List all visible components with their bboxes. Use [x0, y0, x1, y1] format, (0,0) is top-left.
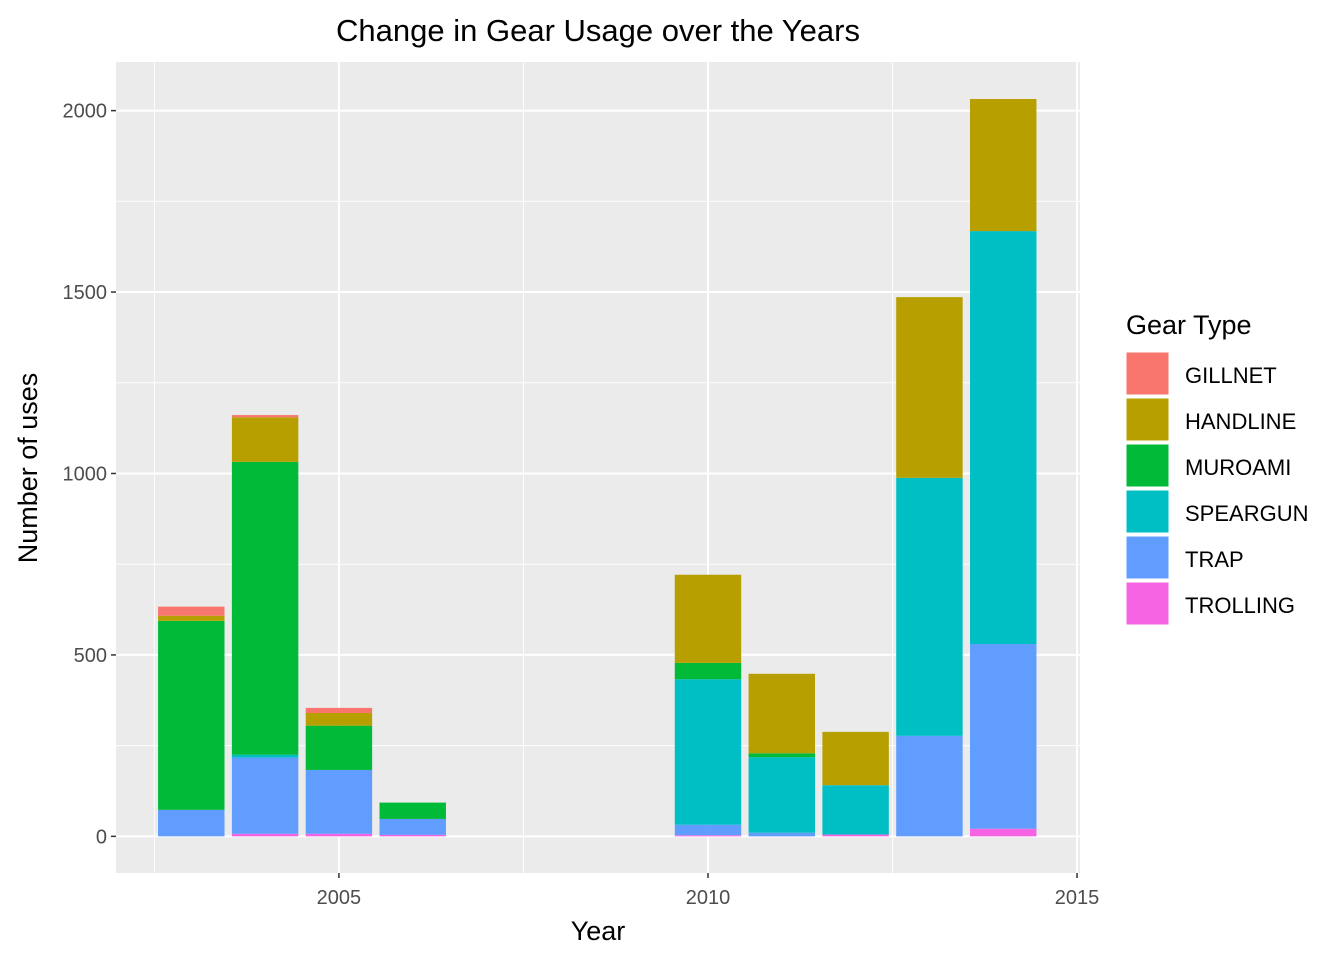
legend-label: GILLNET — [1185, 363, 1277, 388]
legend-key-trolling — [1125, 581, 1170, 626]
bar-muroami-2004 — [231, 461, 299, 755]
bar-trap-2013 — [896, 735, 963, 837]
x-axis-ticks: 2005 2010 2015 — [317, 873, 1100, 909]
bar-trolling-2006 — [379, 834, 446, 837]
bar-trap-2010 — [674, 824, 742, 836]
bar-trap-2006 — [379, 818, 446, 835]
bar-gillnet-2003 — [158, 606, 225, 616]
legend-key-gillnet — [1125, 351, 1170, 396]
bar-muroami-2011 — [748, 753, 816, 758]
legend: GILLNET HANDLINE MUROAMI SPEARGUN TRAP TROLLI… — [1125, 351, 1308, 626]
x-tick-label: 2010 — [686, 887, 731, 909]
bar-trolling-2010 — [674, 835, 742, 837]
bar-muroami-2005 — [305, 725, 373, 770]
y-tick-label: 1000 — [63, 463, 108, 485]
bar-trap-2003 — [158, 809, 225, 837]
bar-muroami-2006 — [379, 802, 446, 819]
bar-handline-2004 — [231, 417, 299, 462]
bar-trap-2014 — [970, 644, 1037, 829]
x-tick-label: 2015 — [1055, 887, 1100, 909]
y-axis-ticks: 0 500 1000 1500 2000 — [63, 101, 116, 848]
bar-handline-2013 — [896, 297, 963, 478]
bar-handline-2005 — [305, 712, 373, 726]
y-tick-label: 0 — [96, 826, 107, 848]
y-tick-label: 2000 — [63, 101, 108, 123]
bar-trolling-2014 — [970, 828, 1037, 837]
bar-speargun-2014 — [970, 231, 1037, 645]
legend-label: HANDLINE — [1185, 409, 1296, 434]
bar-trolling-2004 — [231, 833, 299, 837]
bar-gillnet-2005 — [305, 707, 373, 713]
bar-handline-2014 — [970, 99, 1037, 232]
legend-label: MUROAMI — [1185, 455, 1291, 480]
bar-muroami-2010 — [674, 662, 742, 680]
bar-trap-2004 — [231, 757, 299, 834]
bar-trap-2011 — [748, 832, 816, 837]
bar-speargun-2011 — [748, 757, 816, 833]
y-axis-label: Number of uses — [13, 373, 43, 564]
bar-trolling-2012 — [822, 834, 889, 837]
legend-key-trap — [1125, 535, 1170, 580]
bars — [158, 99, 1037, 837]
bar-gillnet-2004 — [231, 415, 299, 418]
bar-trolling-2005 — [305, 833, 373, 837]
legend-title: Gear Type — [1126, 310, 1252, 340]
bar-speargun-2012 — [822, 785, 889, 835]
legend-key-handline — [1125, 397, 1170, 442]
x-axis-label: Year — [571, 916, 626, 946]
chart-title: Change in Gear Usage over the Years — [336, 13, 860, 48]
bar-speargun-2004 — [231, 754, 299, 758]
y-tick-label: 500 — [74, 645, 107, 667]
bar-handline-2011 — [748, 673, 816, 754]
bar-handline-2010 — [674, 574, 742, 663]
y-tick-label: 1500 — [63, 282, 108, 304]
bar-handline-2003 — [158, 615, 225, 621]
legend-label: TRAP — [1185, 547, 1244, 572]
legend-label: TROLLING — [1185, 593, 1295, 618]
bar-speargun-2010 — [674, 679, 742, 825]
bar-trap-2005 — [305, 769, 373, 834]
bar-handline-2012 — [822, 731, 889, 786]
bar-muroami-2003 — [158, 620, 225, 810]
legend-key-muroami — [1125, 443, 1170, 488]
x-tick-label: 2005 — [317, 887, 362, 909]
legend-key-speargun — [1125, 489, 1170, 534]
legend-label: SPEARGUN — [1185, 501, 1308, 526]
bar-speargun-2013 — [896, 477, 963, 736]
